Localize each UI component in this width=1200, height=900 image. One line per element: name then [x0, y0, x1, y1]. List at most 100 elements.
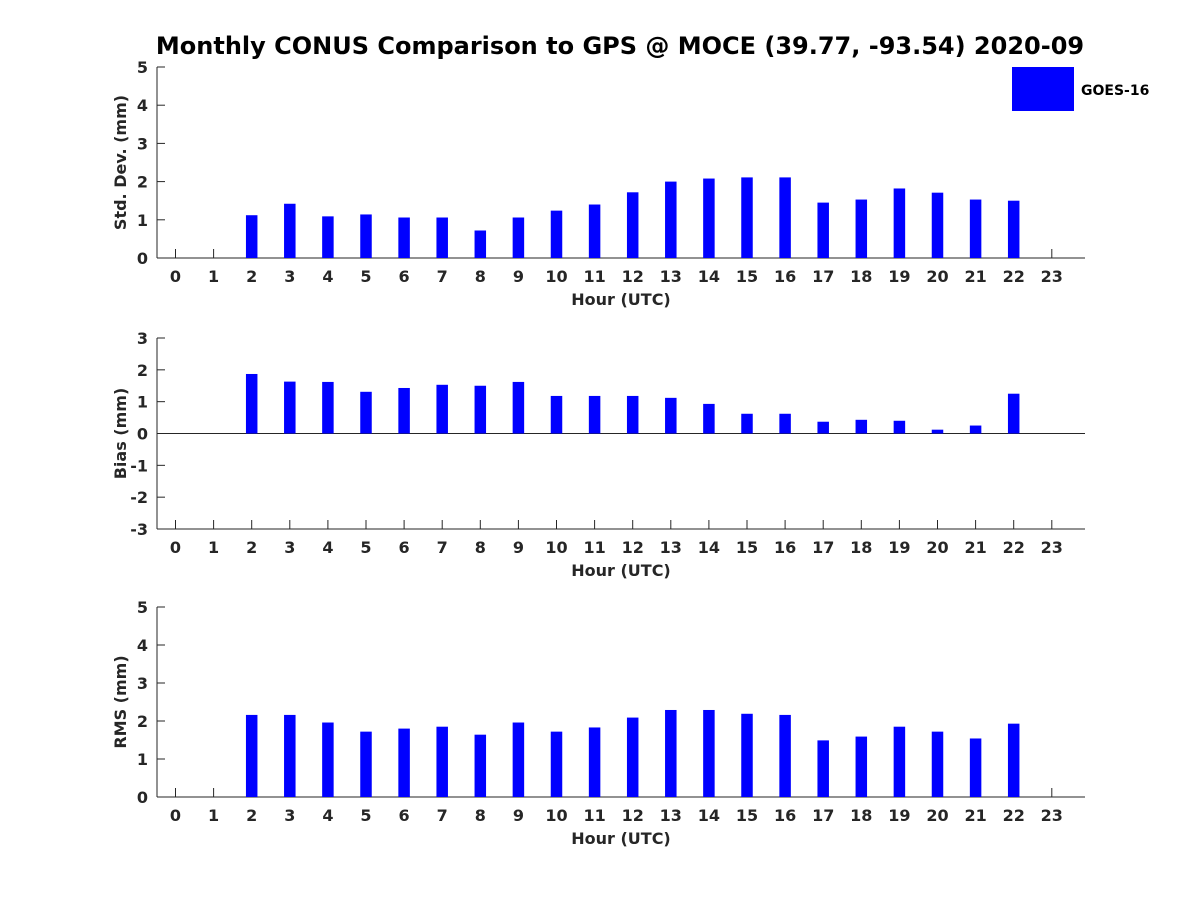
bar-hour-17 — [817, 421, 829, 434]
x-tick-label: 10 — [545, 538, 567, 557]
bar-hour-21 — [969, 425, 982, 434]
x-tick-label: 10 — [545, 267, 567, 286]
x-tick-label: 8 — [475, 538, 486, 557]
y-tick-label: 3 — [137, 674, 148, 693]
y-tick-label: -1 — [130, 456, 148, 475]
bar-hour-7 — [436, 726, 448, 797]
x-tick-label: 6 — [399, 267, 410, 286]
x-tick-label: 3 — [284, 806, 295, 825]
bar-hour-11 — [588, 727, 601, 797]
bar-hour-8 — [474, 734, 487, 797]
bar-hour-10 — [550, 731, 563, 797]
bar-hour-9 — [512, 381, 525, 434]
bar-hour-6 — [398, 728, 410, 797]
bar-hour-3 — [284, 714, 296, 797]
x-tick-label: 2 — [246, 538, 257, 557]
x-tick-label: 19 — [888, 267, 910, 286]
x-tick-label: 3 — [284, 267, 295, 286]
y-tick-label: 2 — [137, 361, 148, 380]
x-tick-label: 16 — [774, 806, 796, 825]
x-tick-label: 11 — [583, 267, 605, 286]
y-tick-label: 2 — [137, 712, 148, 731]
x-tick-label: 7 — [437, 538, 448, 557]
bar-hour-7 — [436, 384, 448, 434]
x-tick-label: 5 — [360, 806, 371, 825]
x-tick-label: 21 — [964, 806, 986, 825]
x-tick-label: 6 — [399, 806, 410, 825]
bar-hour-11 — [588, 395, 601, 434]
bar-hour-4 — [322, 381, 334, 434]
y-tick-label: -2 — [130, 488, 148, 507]
x-tick-label: 13 — [660, 267, 682, 286]
y-tick-label: 1 — [137, 750, 148, 769]
x-tick-label: 19 — [888, 806, 910, 825]
y-tick-label: 0 — [137, 788, 148, 807]
y-tick-label: 1 — [137, 393, 148, 412]
bar-hour-18 — [855, 419, 868, 434]
y-tick-label: 0 — [137, 249, 148, 268]
x-tick-label: 2 — [246, 267, 257, 286]
x-tick-label: 17 — [812, 806, 834, 825]
x-tick-label: 21 — [964, 267, 986, 286]
x-tick-label: 8 — [475, 267, 486, 286]
chart-title: Monthly CONUS Comparison to GPS @ MOCE (… — [156, 32, 1084, 60]
bar-hour-18 — [855, 199, 868, 258]
bar-hour-15 — [741, 713, 753, 797]
bar-hour-6 — [398, 217, 410, 258]
bar-hour-20 — [931, 429, 944, 434]
x-tick-label: 15 — [736, 267, 758, 286]
bar-hour-17 — [817, 740, 829, 797]
legend: GOES-16 — [1012, 67, 1149, 111]
x-tick-label: 13 — [660, 538, 682, 557]
bar-hour-19 — [893, 188, 906, 258]
legend-label-goes-16: GOES-16 — [1081, 83, 1149, 99]
x-tick-label: 22 — [1003, 806, 1025, 825]
x-tick-label: 17 — [812, 267, 834, 286]
x-tick-label: 14 — [698, 538, 720, 557]
x-tick-label: 0 — [170, 538, 181, 557]
x-tick-label: 9 — [513, 806, 524, 825]
y-tick-label: 3 — [137, 329, 148, 348]
x-tick-label: 14 — [698, 806, 720, 825]
bar-hour-10 — [550, 210, 563, 258]
x-tick-label: 14 — [698, 267, 720, 286]
x-tick-label: 8 — [475, 806, 486, 825]
x-tick-label: 20 — [926, 538, 948, 557]
bar-hour-16 — [779, 413, 791, 434]
bar-hour-13 — [665, 181, 677, 258]
bar-hour-5 — [360, 214, 372, 258]
bar-hour-17 — [817, 202, 829, 258]
bar-hour-7 — [436, 217, 448, 258]
bar-hour-10 — [550, 395, 563, 434]
bar-hour-12 — [626, 717, 639, 797]
bar-hour-16 — [779, 177, 791, 258]
legend-swatch-goes-16 — [1012, 67, 1074, 111]
x-tick-label: 13 — [660, 806, 682, 825]
x-tick-label: 15 — [736, 538, 758, 557]
x-tick-label: 12 — [622, 538, 644, 557]
bar-hour-22 — [1007, 393, 1020, 434]
x-tick-label: 4 — [322, 538, 333, 557]
x-tick-label: 5 — [360, 267, 371, 286]
bar-hour-6 — [398, 387, 410, 434]
x-tick-label: 23 — [1041, 267, 1063, 286]
x-tick-label: 17 — [812, 538, 834, 557]
x-tick-label: 12 — [622, 806, 644, 825]
x-tick-label: 22 — [1003, 267, 1025, 286]
bar-hour-11 — [588, 204, 601, 258]
x-tick-label: 3 — [284, 538, 295, 557]
bar-hour-9 — [512, 217, 525, 258]
x-tick-label: 0 — [170, 806, 181, 825]
y-tick-label: 5 — [137, 58, 148, 77]
x-tick-label: 16 — [774, 538, 796, 557]
bar-hour-4 — [322, 722, 334, 797]
x-tick-label: 18 — [850, 538, 872, 557]
x-tick-label: 10 — [545, 806, 567, 825]
y-axis-label: RMS (mm) — [111, 655, 130, 748]
x-tick-label: 20 — [926, 267, 948, 286]
x-axis-label: Hour (UTC) — [571, 561, 671, 580]
bar-hour-2 — [245, 714, 258, 797]
